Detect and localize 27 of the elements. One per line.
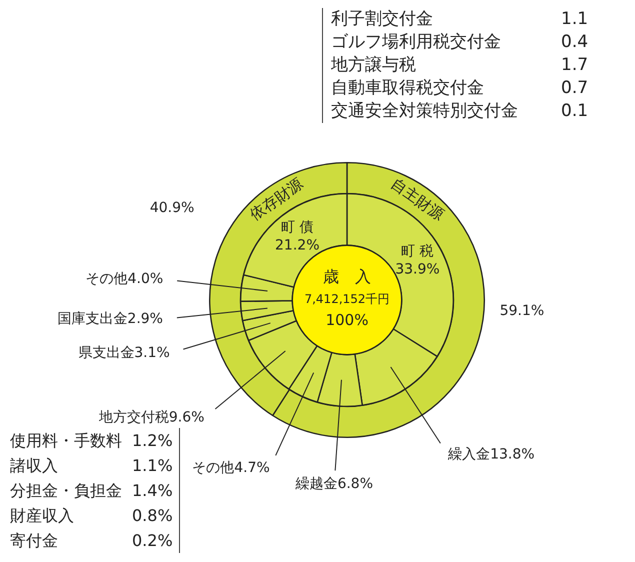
- slice-label: 自主財源: [388, 174, 448, 224]
- slice-label: 県支出金3.1%: [78, 344, 170, 361]
- slice-label: 町 債: [281, 219, 314, 236]
- text: 寄付金 0.2%: [10, 531, 173, 550]
- data-label: 33.9%: [395, 262, 440, 278]
- text: 7,412,152千円: [304, 292, 390, 306]
- text: 自動車取得税交付金 0.7: [331, 78, 588, 98]
- text: ゴルフ場利用税交付金 0.4: [331, 32, 588, 52]
- text: 財産収入 0.8%: [10, 506, 173, 525]
- text: 諸収入 1.1%: [10, 456, 173, 475]
- text: 分担金・負担金 1.4%: [10, 480, 173, 502]
- text: 地方譲与税 1.7: [331, 55, 588, 75]
- text: 歳 入: [323, 267, 371, 286]
- text: 使用料・手数料 1.2%: [10, 430, 173, 452]
- slice-label: 町 税: [401, 244, 434, 260]
- slice-label: 繰越金6.8%: [294, 476, 374, 492]
- text: 交通安全対策特別交付金 0.1: [331, 101, 588, 121]
- slice-label: 地方交付税9.6%: [98, 410, 204, 426]
- slice-label: 繰入金13.8%: [447, 446, 535, 463]
- data-label: 40.9%: [150, 200, 194, 216]
- data-label: 59.1%: [500, 303, 544, 320]
- text: 100%: [326, 310, 368, 329]
- slice-label: 国庫支出金2.9%: [57, 310, 163, 327]
- slice-label: その他4.7%: [192, 460, 270, 476]
- text: 利子割交付金 1.1: [331, 9, 588, 29]
- slice-label: その他4.0%: [86, 270, 164, 287]
- data-label: 21.2%: [275, 237, 320, 254]
